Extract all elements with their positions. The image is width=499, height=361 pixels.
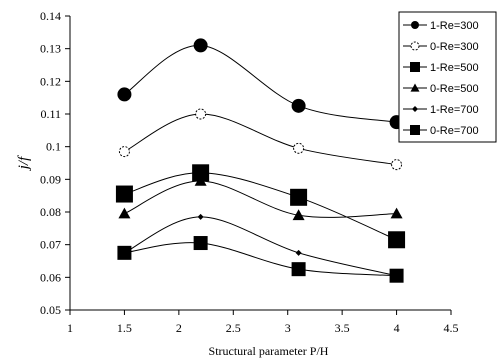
data-point [195,108,207,120]
legend-label: 0-Re=500 [430,83,479,95]
legend-label: 1-Re=300 [430,20,479,32]
y-tick-label: 0.07 [40,238,61,252]
data-point [391,159,403,171]
legend: 1-Re=300 0-Re=300 1-Re=500 0-Re=500 1-Re=700… [398,11,497,143]
y-axis-title: j/f [16,155,32,171]
series-layer [115,38,406,283]
y-tick-label: 0.14 [40,9,61,23]
legend-item: 0-Re=300 [403,41,479,53]
data-point [192,164,210,182]
series-line [124,44,397,123]
series-0-Re=500 [118,174,403,221]
data-point [389,268,404,283]
legend-label: 0-Re=700 [430,125,479,137]
x-tick-label: 3 [285,321,291,335]
y-tick-label: 0.13 [40,42,61,56]
data-point [194,174,207,186]
data-point [117,87,132,102]
legend-marker [410,83,420,92]
legend-marker [411,21,419,29]
y-tick-label: 0.05 [40,303,61,317]
data-point [295,249,302,256]
legend-label: 0-Re=300 [430,41,479,53]
x-tick-label: 4 [394,321,400,335]
legend-item: 0-Re=500 [403,83,479,95]
x-axis-title: Structural parameter P/H [209,344,329,358]
series-1-Re=500 [115,164,406,249]
data-point [117,245,132,260]
chart-axes [69,16,451,311]
y-tick-label: 0.1 [46,140,61,154]
data-point [197,213,204,220]
data-point [293,142,305,154]
legend-marker [410,125,420,135]
legend-marker [410,41,420,51]
data-point [115,185,133,203]
y-tick-label: 0.06 [40,270,61,284]
legend-box [398,11,497,143]
data-point [290,188,308,206]
legend-label: 1-Re=500 [430,62,479,74]
x-tick-label: 4.5 [444,321,459,335]
series-line [124,113,397,166]
data-point [292,209,305,221]
data-point [390,207,403,219]
y-tick-label: 0.08 [40,205,61,219]
data-point [118,146,130,158]
x-tick-label: 2.5 [226,321,241,335]
data-point [193,38,208,53]
legend-item: 1-Re=700 [403,104,479,116]
data-point [193,236,208,251]
series-line [124,172,397,241]
legend-marker [412,106,418,112]
legend-item: 1-Re=500 [403,62,479,74]
legend-label: 1-Re=700 [430,104,479,116]
series-0-Re=700 [117,236,404,283]
legend-item: 0-Re=700 [403,125,479,137]
legend-marker [410,62,420,72]
data-point [291,98,306,113]
legend-item: 1-Re=300 [403,20,479,32]
series-line [124,242,397,277]
data-point [388,231,406,249]
axis-ticks: 0.05 0.06 0.07 0.08 0.09 0.1 0.11 0.12 0.13 0.14 1… [40,9,459,335]
data-point [291,262,306,277]
series-line [124,180,397,218]
y-tick-label: 0.11 [40,107,61,121]
x-tick-label: 1.5 [117,321,132,335]
x-tick-label: 3.5 [335,321,350,335]
y-tick-label: 0.12 [40,74,61,88]
series-1-Re=700 [121,213,400,279]
series-1-Re=300 [117,38,404,130]
data-point [118,207,131,219]
series-line [124,216,397,277]
x-tick-label: 1 [67,321,73,335]
y-tick-label: 0.09 [40,172,61,186]
x-tick-label: 2 [176,321,182,335]
series-0-Re=300 [118,108,403,171]
